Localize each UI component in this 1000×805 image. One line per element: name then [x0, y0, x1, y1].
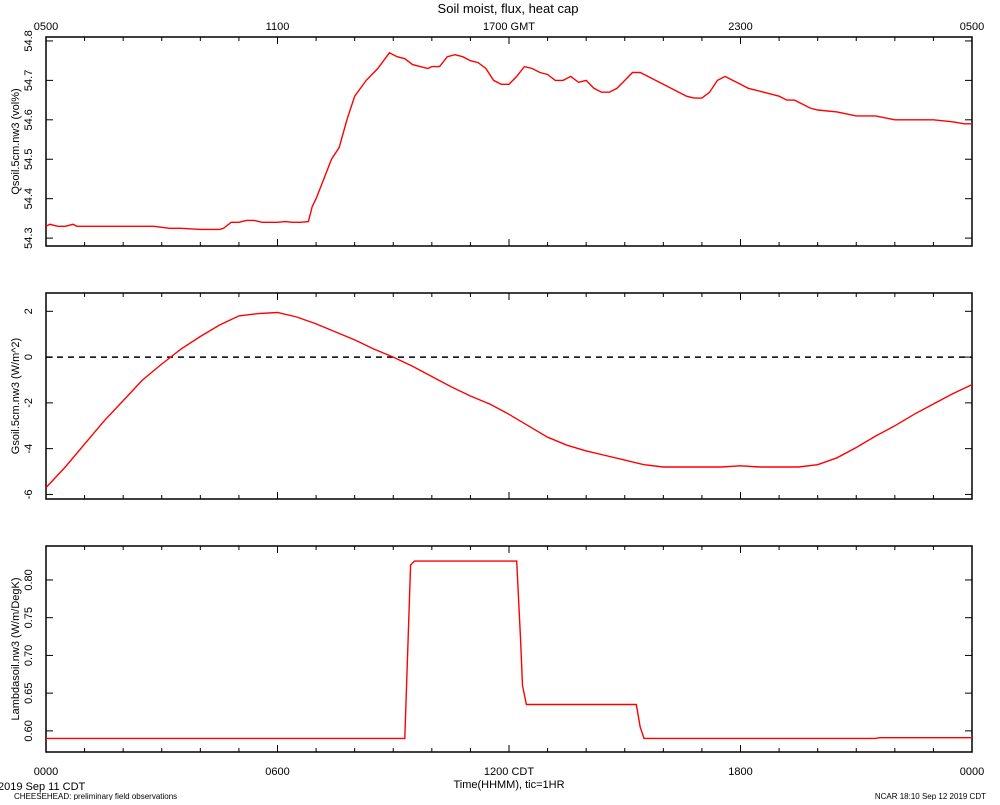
y-tick-label: 0 [23, 354, 35, 360]
x-tick-label: 1800 [728, 766, 752, 778]
x-tick-label: 0600 [265, 766, 289, 778]
top-x-tick-label: 1100 [266, 21, 290, 33]
top-x-tick-label: 2300 [728, 21, 752, 33]
y-tick-label: 54.3 [23, 227, 35, 248]
footer-note: CHEESEHEAD: preliminary field observatio… [14, 792, 177, 800]
x-tick-label: 0000 [960, 766, 984, 778]
y-tick-label: -2 [23, 398, 35, 408]
y-tick-label: 2 [23, 308, 35, 314]
top-x-tick-label: 0500 [34, 21, 58, 33]
soil-moisture-panel: 54.3 54.4 54.5 54.6 54.7 54.8 Qsoil.5cm.nw3 (v… [10, 21, 984, 249]
top-x-tick-label: 0500 [960, 21, 984, 33]
y-tick-label: 0.65 [23, 682, 35, 703]
x-axis-label: Time(HHMM), tic=1HR [453, 779, 564, 791]
y-tick-label: 54.6 [23, 109, 35, 130]
y-tick-label: 54.4 [23, 188, 35, 209]
x-tick-label: 0000 [34, 766, 58, 778]
plot-frame [45, 36, 973, 247]
x-tick-label: 1200 CDT [484, 766, 534, 778]
footer-date: 2019 Sep 11 CDT [0, 781, 86, 793]
series-line [46, 560, 972, 740]
y-axis-label: Qsoil.5cm.nw3 (vol%) [10, 88, 22, 194]
y-tick-label: 54.8 [23, 30, 35, 51]
y-axis-label: Lambdasoil.nw3 (W/m/DegK) [10, 577, 22, 720]
plot-frame [45, 545, 973, 753]
y-tick-label: 0.70 [23, 645, 35, 666]
plot-frame [45, 292, 973, 500]
y-tick-label: 0.80 [23, 569, 35, 590]
y-tick-label: 0.60 [23, 720, 35, 741]
series-line [45, 51, 972, 231]
series-line [45, 311, 973, 489]
soil-heat-flux-panel: -6 -4 -2 0 2 Gsoil.5cm.nw3 (W/m^2) [10, 292, 973, 500]
y-tick-label: -4 [23, 444, 35, 454]
y-tick-label: 54.7 [23, 70, 35, 91]
y-tick-label: -6 [23, 490, 35, 500]
y-tick-label: 0.75 [23, 607, 35, 628]
chart-title: Soil moist, flux, heat cap [438, 1, 579, 16]
top-x-tick-label: 1700 GMT [483, 21, 535, 33]
y-axis-label: Gsoil.5cm.nw3 (W/m^2) [10, 338, 22, 454]
footer-timestamp: NCAR 18:10 Sep 12 2019 CDT [875, 792, 986, 800]
y-tick-label: 54.5 [23, 149, 35, 170]
